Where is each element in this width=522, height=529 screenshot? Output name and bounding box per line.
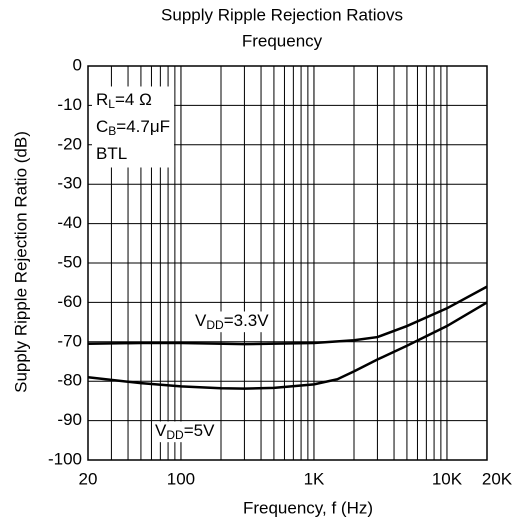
annotation: BTL [96, 144, 127, 163]
y-tick-label: -30 [57, 174, 82, 193]
y-tick-label: -80 [57, 371, 82, 390]
y-tick-label: -90 [57, 410, 82, 429]
series-line [87, 285, 488, 346]
label-background [153, 421, 218, 443]
series-label-part: =3.3V [224, 311, 270, 330]
y-tick-label: -50 [57, 252, 82, 271]
annotation-part: R [96, 90, 108, 109]
annotation: RL=4 Ω [96, 90, 152, 111]
y-tick-label: -60 [57, 292, 82, 311]
y-tick-label: -10 [57, 95, 82, 114]
series-label-part: DD [166, 428, 184, 442]
series-label: VDD=5V [155, 421, 215, 442]
annotation-part: =4 Ω [115, 90, 152, 109]
y-tick-label: 0 [73, 55, 82, 74]
series-line [87, 301, 488, 390]
chart-title: Supply Ripple Rejection Ratiovs [161, 5, 403, 24]
series-label-part: V [155, 421, 167, 440]
x-tick-label: 100 [167, 469, 195, 488]
annotation-part: C [96, 117, 108, 136]
plot-frame [87, 65, 488, 461]
annotation: CB=4.7μF [96, 117, 170, 138]
annotation-part: BTL [96, 144, 127, 163]
label-background [193, 311, 272, 333]
y-tick-label: -100 [48, 449, 82, 468]
x-axis-label: Frequency, f (Hz) [243, 498, 373, 517]
annotation-part: B [108, 124, 116, 138]
x-tick-label: 1K [304, 469, 325, 488]
y-tick-label: -70 [57, 331, 82, 350]
chart-title: Frequency [242, 31, 323, 50]
series-label-part: V [195, 311, 207, 330]
annotation-part: =4.7μF [116, 117, 170, 136]
annotation-box [92, 86, 175, 168]
x-tick-label: 20K [482, 469, 513, 488]
y-tick-label: -20 [57, 134, 82, 153]
series-label: VDD=3.3V [195, 311, 269, 332]
series-label-part: =5V [184, 421, 215, 440]
x-tick-label: 20 [79, 469, 98, 488]
series-label-part: DD [206, 318, 224, 332]
y-axis-label: Supply Ripple Rejection Ratio (dB) [11, 131, 30, 393]
x-tick-label: 10K [432, 469, 463, 488]
annotation-part: L [108, 97, 115, 111]
y-tick-label: -40 [57, 213, 82, 232]
